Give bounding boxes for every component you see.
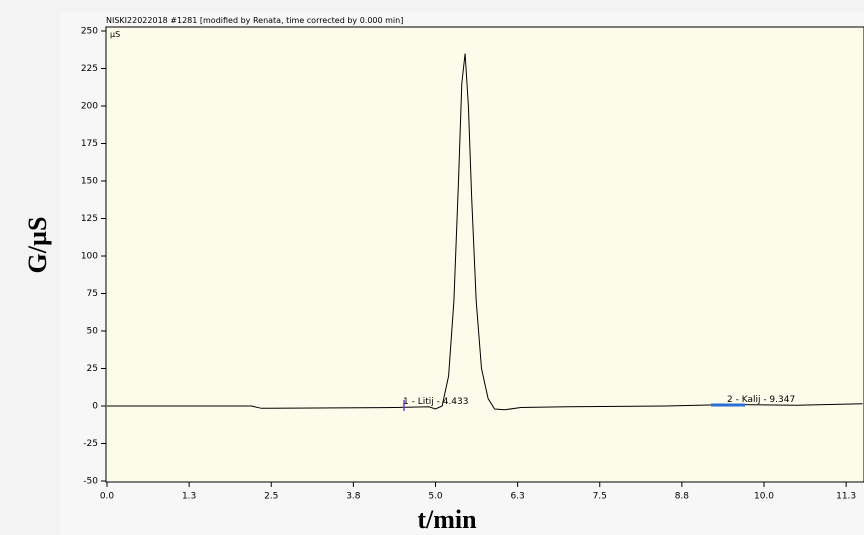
x-tick-label: 8.8 (675, 492, 690, 502)
x-tick-label: 3.8 (346, 492, 361, 502)
plot-area (105, 26, 864, 483)
x-tick-label: 0.0 (100, 492, 115, 502)
signal-line (107, 53, 863, 411)
y-tick-label: 225 (81, 64, 98, 74)
y-tick-label: -25 (83, 439, 98, 449)
y-tick-label: 250 (81, 27, 98, 37)
y-tick-label: 150 (81, 177, 98, 187)
y-unit: µS (110, 30, 120, 39)
y-tick-label: 75 (87, 289, 98, 299)
x-tick-label: 1.3 (182, 492, 196, 502)
x-tick-label: 11.3 (836, 492, 856, 502)
y-tick-label: 125 (81, 214, 98, 224)
y-tick-label: 100 (81, 252, 98, 262)
y-tick-label: 50 (87, 327, 99, 337)
y-tick-label: 0 (92, 402, 98, 412)
y-tick-label: -50 (83, 477, 98, 487)
x-tick-label: 10.0 (754, 492, 774, 502)
peak-label: 2 - Kalij - 9.347 (727, 395, 795, 405)
y-axis-label: G/µS (23, 217, 52, 274)
x-tick-label: 5.0 (428, 492, 443, 502)
x-tick-label: 7.5 (593, 492, 607, 502)
x-axis-label: t/min (417, 505, 477, 534)
y-tick-label: 175 (81, 139, 98, 149)
y-tick-label: 200 (81, 102, 98, 112)
chart-title: NISKI22022018 #1281 [modified by Renata,… (106, 16, 403, 25)
peak-label: 1 - Litij - 4.433 (403, 397, 468, 407)
x-tick-label: 6.3 (510, 492, 524, 502)
y-tick-label: 25 (87, 364, 98, 374)
x-tick-label: 2.5 (264, 492, 278, 502)
